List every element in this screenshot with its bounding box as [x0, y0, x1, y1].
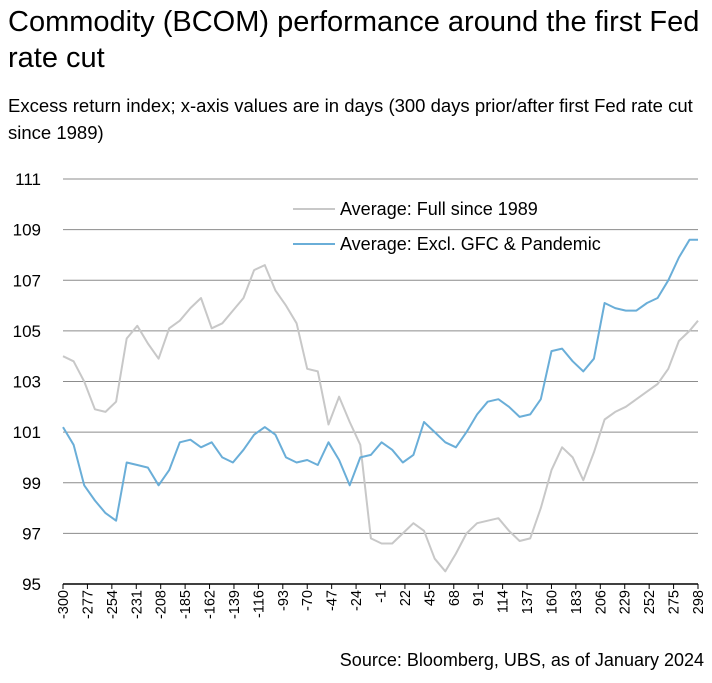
y-tick-label: 95 [22, 575, 41, 594]
x-tick-label: 229 [618, 590, 634, 614]
x-tick-label: -185 [178, 590, 194, 619]
x-tick-label: 183 [569, 590, 585, 614]
x-tick-label: 206 [593, 590, 609, 614]
series-line-2 [62, 238, 698, 522]
legend: Average: Full since 1989 Average: Excl. G… [293, 199, 601, 254]
x-tick-label: -300 [56, 590, 72, 619]
x-tick-label: -70 [300, 590, 316, 611]
y-tick-label: 99 [22, 474, 41, 493]
legend-label-2: Average: Excl. GFC & Pandemic [340, 234, 601, 254]
x-tick-label: 252 [642, 590, 658, 614]
x-tick-label: 114 [496, 590, 512, 613]
x-tick-label: -162 [203, 590, 219, 619]
gridlines [63, 178, 698, 585]
x-tick-label: 91 [471, 590, 487, 606]
chart-title: Commodity (BCOM) performance around the … [8, 6, 700, 74]
x-tick-label: 137 [520, 590, 536, 614]
y-tick-label: 107 [13, 271, 41, 290]
y-tick-label: 101 [13, 423, 41, 442]
x-tick-label: -139 [227, 590, 243, 619]
x-tick-label: 275 [667, 590, 683, 614]
x-tick-label: -231 [129, 590, 145, 619]
x-tick-label: 160 [544, 590, 560, 614]
x-tick-label: -254 [105, 590, 121, 619]
x-tick-label: -24 [349, 590, 365, 611]
x-tick-label: -93 [276, 590, 292, 611]
y-tick-label: 97 [22, 524, 41, 543]
y-tick-label: 105 [13, 322, 41, 341]
x-tick-label: -47 [325, 590, 341, 611]
legend-label-1: Average: Full since 1989 [340, 199, 538, 219]
x-tick-label: -1 [374, 590, 390, 603]
y-tick-label: 103 [13, 373, 41, 392]
x-tick-label: 298 [691, 590, 707, 614]
y-tick-label: 109 [13, 221, 41, 240]
x-axis: -300 -277 -254 -231 -208 -185 -162 -139 -116 -93-… [56, 584, 707, 619]
x-tick-label: -208 [154, 590, 170, 619]
x-tick-label: 45 [422, 590, 438, 606]
source-note: Source: Bloomberg, UBS, as of January 20… [339, 650, 704, 670]
y-tick-label: 111 [15, 170, 41, 189]
chart-subtitle: Excess return index; x-axis values are i… [8, 95, 693, 143]
x-tick-label: -116 [251, 590, 267, 618]
y-axis-ticks: 95 97 99 101 103 105 107 109 111 [13, 170, 41, 594]
series-lines [62, 238, 699, 573]
series-line-1 [62, 264, 699, 573]
x-tick-label: 68 [447, 590, 463, 606]
x-tick-label: -277 [80, 590, 96, 619]
x-tick-label: 22 [398, 590, 414, 606]
